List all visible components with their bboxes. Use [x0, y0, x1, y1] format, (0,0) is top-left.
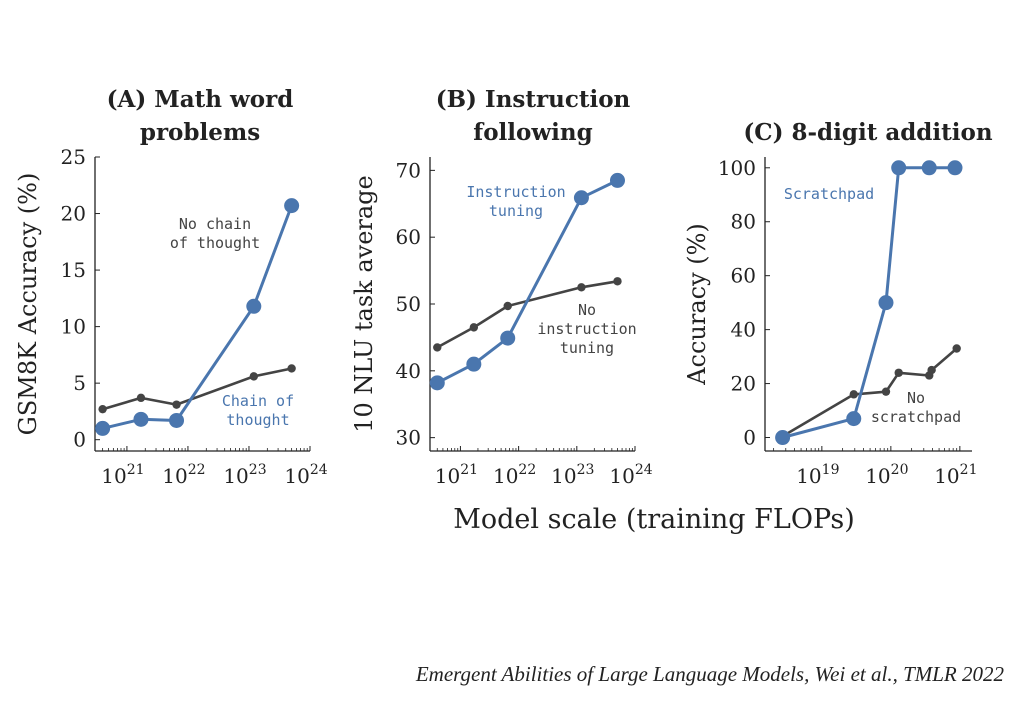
- panel-a-point-chain-of-thought: [95, 420, 111, 436]
- panel-a-title-line-1: (A) Math word: [107, 86, 294, 113]
- panel-b-point-no-instruction-tuning: [577, 283, 586, 292]
- panel-a-series-label-no-chain-of-thought: No chain of thought: [170, 215, 260, 252]
- panel-a-y-tick-label: 0: [73, 428, 86, 452]
- panel-a-y-tick-label: 5: [73, 371, 86, 395]
- panel-b-title-line-2: following: [473, 119, 592, 146]
- panel-a-point-no-chain-of-thought: [98, 404, 107, 414]
- panel-a-x-tick-label: 1022: [162, 462, 205, 488]
- panel-b-x-tick-label: 1024: [609, 462, 652, 488]
- panel-a-point-no-chain-of-thought: [287, 364, 296, 373]
- panel-c-series-label-scratchpad: Scratchpad: [784, 185, 874, 203]
- panel-b: (B) Instruction following 30 40 50 60 70 1021 10…: [350, 86, 653, 488]
- panel-b-point-no-instruction-tuning: [613, 277, 622, 286]
- panel-a-y-tick-label: 25: [61, 145, 86, 169]
- panel-a-point-no-chain-of-thought: [136, 393, 146, 403]
- panel-a-y-tick-label: 10: [61, 315, 86, 339]
- panel-b-y-tick-label: 30: [396, 426, 421, 450]
- panel-b-title-line-1: (B) Instruction: [436, 86, 631, 113]
- panel-a-y-axis-label: GSM8K Accuracy (%): [14, 173, 42, 436]
- figure-caption: Emergent Abilities of Large Language Mod…: [415, 662, 1004, 686]
- panel-b-x-tick-label: 1021: [435, 462, 478, 488]
- panel-c-y-tick-label: 20: [731, 372, 756, 396]
- panel-b-y-tick-label: 60: [396, 225, 421, 249]
- panel-c-y-tick-label: 0: [743, 426, 756, 450]
- panel-b-y-tick-label: 50: [396, 292, 421, 316]
- panel-c-series-label-no-scratchpad: No scratchpad: [871, 389, 961, 426]
- panel-a-series-label-chain-of-thought: Chain of thought: [222, 392, 294, 429]
- panel-c-point-scratchpad: [921, 160, 937, 176]
- panel-a-point-no-chain-of-thought: [172, 400, 181, 409]
- panel-a-point-chain-of-thought: [133, 411, 149, 427]
- panel-c-point-no-scratchpad: [894, 368, 903, 377]
- panel-c-x-tick-label: 1021: [934, 462, 977, 488]
- panel-c-y-axis-label: Accuracy (%): [683, 223, 711, 386]
- panel-b-y-axis-label: 10 NLU task average: [350, 175, 378, 433]
- panel-c-y-tick-label: 60: [731, 264, 756, 288]
- panel-a-point-chain-of-thought: [169, 412, 185, 428]
- panel-a-y-tick-label: 20: [61, 202, 86, 226]
- panel-c-point-scratchpad: [947, 160, 963, 176]
- panel-c-point-no-scratchpad: [849, 390, 858, 399]
- panel-c-point-scratchpad: [775, 430, 791, 446]
- panel-b-y-tick-label: 70: [396, 158, 421, 182]
- panel-b-point-instruction-tuning: [500, 330, 516, 346]
- panel-c-y-tick-label: 40: [731, 318, 756, 342]
- panel-a-point-chain-of-thought: [284, 198, 300, 214]
- panel-b-point-instruction-tuning: [573, 190, 589, 206]
- panel-b-point-instruction-tuning: [609, 172, 625, 188]
- panel-b-series-label-no-instruction-tuning: No instruction tuning: [537, 301, 636, 357]
- panel-b-series-label-instruction-tuning: Instruction tuning: [466, 183, 565, 220]
- panel-c-point-no-scratchpad: [927, 365, 936, 375]
- panel-c-point-scratchpad: [878, 295, 894, 311]
- panel-b-point-instruction-tuning: [429, 375, 445, 391]
- panel-c-title-line-1: (C) 8-digit addition: [743, 119, 992, 146]
- panel-c: (C) 8-digit addition 0 20 40 60 80 100 1019 1020…: [683, 119, 993, 488]
- panel-a-point-chain-of-thought: [246, 298, 262, 314]
- panel-a: (A) Math word problems 0 5 10 15 20 25 1021 1022 1…: [14, 86, 328, 488]
- shared-x-axis-label: Model scale (training FLOPs): [453, 504, 855, 535]
- panel-c-line-scratchpad: [782, 166, 955, 439]
- panel-c-y-tick-label: 80: [731, 210, 756, 234]
- panel-c-point-scratchpad: [891, 160, 907, 176]
- panel-b-point-no-instruction-tuning: [503, 301, 512, 311]
- panel-b-point-no-instruction-tuning: [469, 323, 479, 332]
- panel-c-point-scratchpad: [846, 411, 862, 427]
- panel-a-point-no-chain-of-thought: [249, 372, 259, 381]
- panel-a-y-tick-label: 15: [61, 258, 86, 282]
- panel-a-title-line-2: problems: [140, 119, 260, 146]
- panel-c-point-no-scratchpad: [881, 387, 891, 396]
- panel-a-x-tick-label: 1021: [101, 462, 144, 488]
- panel-b-y-tick-label: 40: [396, 359, 421, 383]
- panel-b-point-instruction-tuning: [466, 356, 482, 372]
- panel-a-x-tick-label: 1023: [223, 462, 266, 488]
- panel-c-x-tick-label: 1019: [796, 462, 839, 488]
- panel-c-x-tick-label: 1020: [865, 462, 908, 488]
- panel-c-y-tick-label: 100: [718, 156, 756, 180]
- panel-b-x-tick-label: 1022: [493, 462, 536, 488]
- panel-c-point-no-scratchpad: [952, 344, 961, 353]
- panel-a-x-tick-label: 1024: [284, 462, 327, 488]
- panel-b-x-tick-label: 1023: [551, 462, 594, 488]
- panel-b-point-no-instruction-tuning: [433, 343, 442, 352]
